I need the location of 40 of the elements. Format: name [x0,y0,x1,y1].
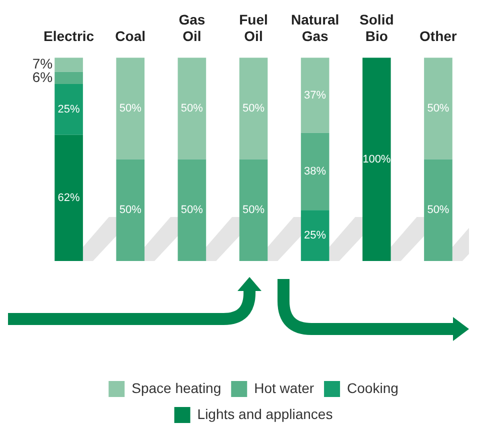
bar [178,159,206,261]
x-tick-label: Natural Gas [290,11,340,44]
data-label: 100% [362,153,391,166]
data-label: 50% [180,204,204,216]
x-tick-label: Coal [115,28,146,44]
data-label: 37% [304,89,326,102]
data-label: 50% [180,102,204,114]
bar [300,132,330,210]
data-label: 62% [58,192,80,204]
legend-label: Cooking [347,380,398,396]
data-label: 38% [304,166,326,178]
legend-label: Space heating [132,380,222,396]
data-label: 50% [427,102,450,114]
x-tick-label: Electric [43,28,94,44]
bar [54,134,83,261]
bar [54,84,83,135]
x-tick-label: Solid Bio [360,11,394,44]
data-label: 50% [119,102,142,114]
x-tick-label: Fuel Oil [239,11,268,44]
data-label: 50% [242,204,265,216]
data-label: 50% [427,204,450,216]
bar [239,159,268,261]
legend-label: Hot water [254,380,314,396]
bar [178,58,206,160]
bar [424,159,452,261]
bar [424,58,452,160]
bar [54,58,83,72]
data-label: 25% [58,104,80,116]
bar [300,58,330,133]
bar [54,72,83,84]
data-label: 50% [242,102,265,114]
bar [362,58,391,261]
legend-label: Lights and appliances [197,406,333,422]
x-tick-label: Other [420,28,458,44]
data-label: 25% [304,230,326,242]
bar [116,159,145,261]
bar [116,58,145,160]
x-tick-label: Gas Oil [178,11,206,44]
data-label: 50% [119,204,142,216]
bar [239,58,268,160]
